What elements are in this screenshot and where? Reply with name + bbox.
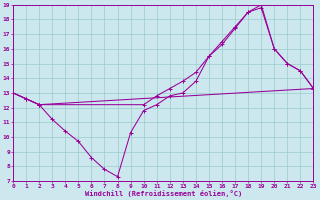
X-axis label: Windchill (Refroidissement éolien,°C): Windchill (Refroidissement éolien,°C) [84,190,242,197]
